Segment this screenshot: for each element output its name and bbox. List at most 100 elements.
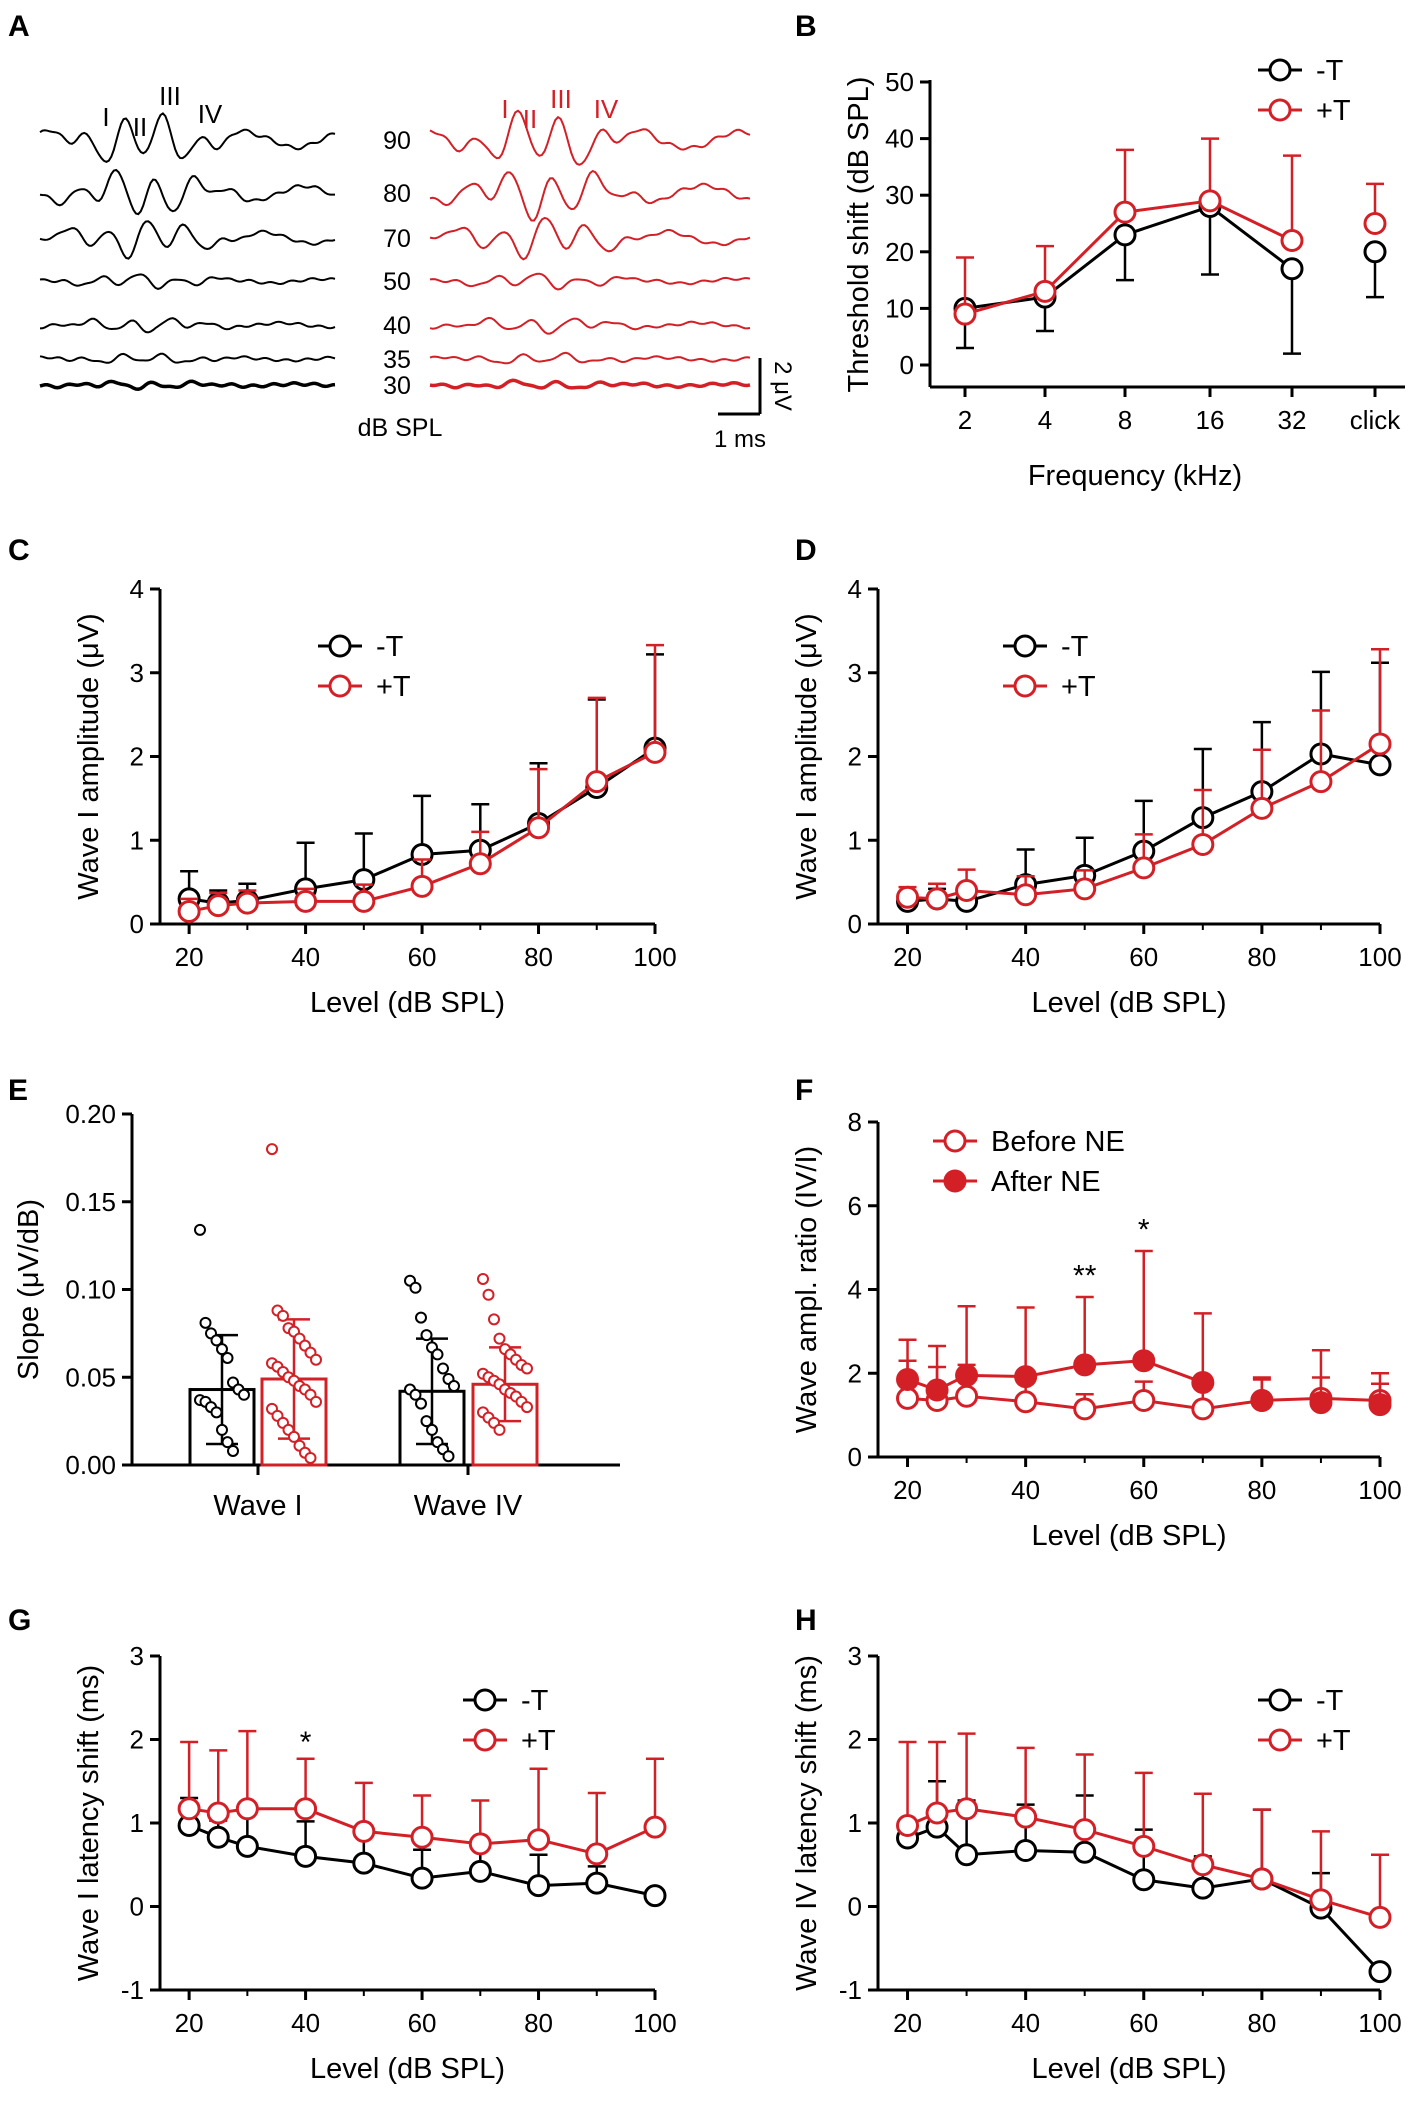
legend-label: -T xyxy=(1316,55,1344,87)
y-tick-label: 2 xyxy=(848,1358,862,1388)
data-point xyxy=(294,1844,318,1868)
data-point xyxy=(896,1368,920,1392)
data-point xyxy=(1280,257,1304,281)
x-tick-label: 32 xyxy=(1278,405,1307,435)
legend-swatch-marker xyxy=(1013,674,1037,698)
scatter-point xyxy=(310,1395,322,1408)
y-tick-label: 0 xyxy=(848,909,862,939)
x-tick-label: 2 xyxy=(958,405,972,435)
x-tick-label: 40 xyxy=(1011,2008,1040,2038)
data-point xyxy=(1309,1391,1333,1415)
x-tick-label: 4 xyxy=(1038,405,1052,435)
panel-d-wave1-amplitude: 0 1 2 3 4 20 40 60 80 100 Level (dB SPL) Wave I amp… xyxy=(791,574,1402,1019)
x-tick-label: 20 xyxy=(893,2008,922,2038)
abr-trace-treated xyxy=(429,169,751,222)
data-point xyxy=(177,1797,201,1821)
data-point xyxy=(1363,212,1387,235)
data-point xyxy=(1073,1840,1097,1864)
scatter-point xyxy=(227,1444,239,1457)
y-tick-label: -1 xyxy=(121,1975,144,2005)
data-point xyxy=(1250,796,1274,820)
panel-label-e: E xyxy=(8,1074,28,1107)
y-tick-label: 1 xyxy=(130,825,144,855)
panel-b-threshold-shift: 0 10 20 30 40 50 2 4 8 16 32 click Frequency (kHz) Th… xyxy=(843,55,1405,492)
scatter-point xyxy=(437,1362,449,1375)
scatter-point xyxy=(415,1311,427,1324)
data-point xyxy=(1073,1353,1097,1377)
x-tick-label: 60 xyxy=(1129,942,1158,972)
data-point xyxy=(235,1834,259,1858)
data-point xyxy=(585,1842,609,1866)
panel-label-a: A xyxy=(8,10,30,43)
scatter-point xyxy=(448,1380,460,1393)
y-tick-label: 0.10 xyxy=(65,1275,116,1305)
data-point xyxy=(1250,1867,1274,1891)
data-point xyxy=(953,302,977,326)
y-tick-label: 4 xyxy=(848,574,862,604)
x-tick-label: 40 xyxy=(1011,1475,1040,1505)
panel-label-h: H xyxy=(795,1604,817,1637)
data-point xyxy=(352,1851,376,1875)
scatter-point xyxy=(420,1329,433,1342)
x-tick-label: 100 xyxy=(1358,1475,1401,1505)
y-tick-label: 1 xyxy=(848,1808,862,1838)
data-point xyxy=(1368,1393,1392,1417)
significance-marker: * xyxy=(300,1726,312,1759)
level-label: 70 xyxy=(383,225,411,253)
x-axis-label: Level (dB SPL) xyxy=(1031,1520,1226,1552)
x-axis-label: Frequency (kHz) xyxy=(1028,460,1242,492)
data-point xyxy=(1198,189,1222,213)
abr-trace-control xyxy=(39,220,336,260)
data-point xyxy=(896,885,920,909)
x-tick-label: 20 xyxy=(893,1475,922,1505)
y-tick-label: 2 xyxy=(130,742,144,772)
data-point xyxy=(1033,279,1057,303)
y-tick-label: 0.20 xyxy=(65,1099,116,1129)
scatter-point xyxy=(420,1415,433,1428)
panel-c-wave1-amplitude: 0 1 2 3 4 20 40 60 80 100 Level (dB SPL) Wave I amp… xyxy=(73,574,677,1019)
y-tick-label: 0 xyxy=(900,350,914,380)
x-tick-label: click xyxy=(1350,405,1402,435)
data-point xyxy=(643,1884,667,1908)
y-tick-label: 3 xyxy=(130,658,144,688)
x-tick-label: Wave I xyxy=(213,1490,302,1522)
panel-label-f: F xyxy=(795,1074,813,1107)
abr-trace-treated xyxy=(429,109,751,166)
x-tick-label: 60 xyxy=(1129,2008,1158,2038)
y-tick-label: 40 xyxy=(885,124,914,154)
data-point xyxy=(527,816,551,840)
panel-label-b: B xyxy=(795,10,817,43)
y-tick-label: 1 xyxy=(848,825,862,855)
significance-marker: * xyxy=(1138,1213,1150,1246)
x-tick-label: 100 xyxy=(633,2008,676,2038)
data-point xyxy=(1132,1388,1156,1412)
y-tick-label: 8 xyxy=(848,1107,862,1137)
data-point xyxy=(955,1797,979,1821)
scatter-point xyxy=(216,1343,228,1356)
scatter-point xyxy=(238,1388,250,1401)
data-point xyxy=(1073,1818,1097,1842)
x-tick-label: 40 xyxy=(1011,942,1040,972)
panel-label-d: D xyxy=(795,534,817,567)
x-axis-label: Level (dB SPL) xyxy=(310,987,505,1019)
scatter-point xyxy=(426,1423,438,1436)
data-point xyxy=(468,1859,492,1883)
abr-trace-control xyxy=(39,352,336,364)
legend-swatch-marker xyxy=(473,1688,497,1712)
data-point xyxy=(235,1797,259,1821)
data-point xyxy=(585,770,609,794)
x-tick-label: 20 xyxy=(893,942,922,972)
y-axis-label: Wave I amplitude (μV) xyxy=(73,613,105,899)
legend-label: +T xyxy=(1316,1725,1351,1757)
data-point xyxy=(294,889,318,913)
legend-swatch-marker xyxy=(943,1169,967,1193)
y-tick-label: 3 xyxy=(848,1641,862,1671)
y-tick-label: 4 xyxy=(130,574,144,604)
data-point xyxy=(352,889,376,913)
scatter-point xyxy=(442,1450,455,1463)
data-point xyxy=(206,1825,230,1849)
y-axis-label: Wave ampl. ratio (IV/I) xyxy=(791,1146,823,1433)
scatter-point xyxy=(409,1388,422,1401)
panel-e-slope-bars: 0.00 0.05 0.10 0.15 0.20 Slope (μV/dB) Wave I W… xyxy=(13,1099,620,1522)
